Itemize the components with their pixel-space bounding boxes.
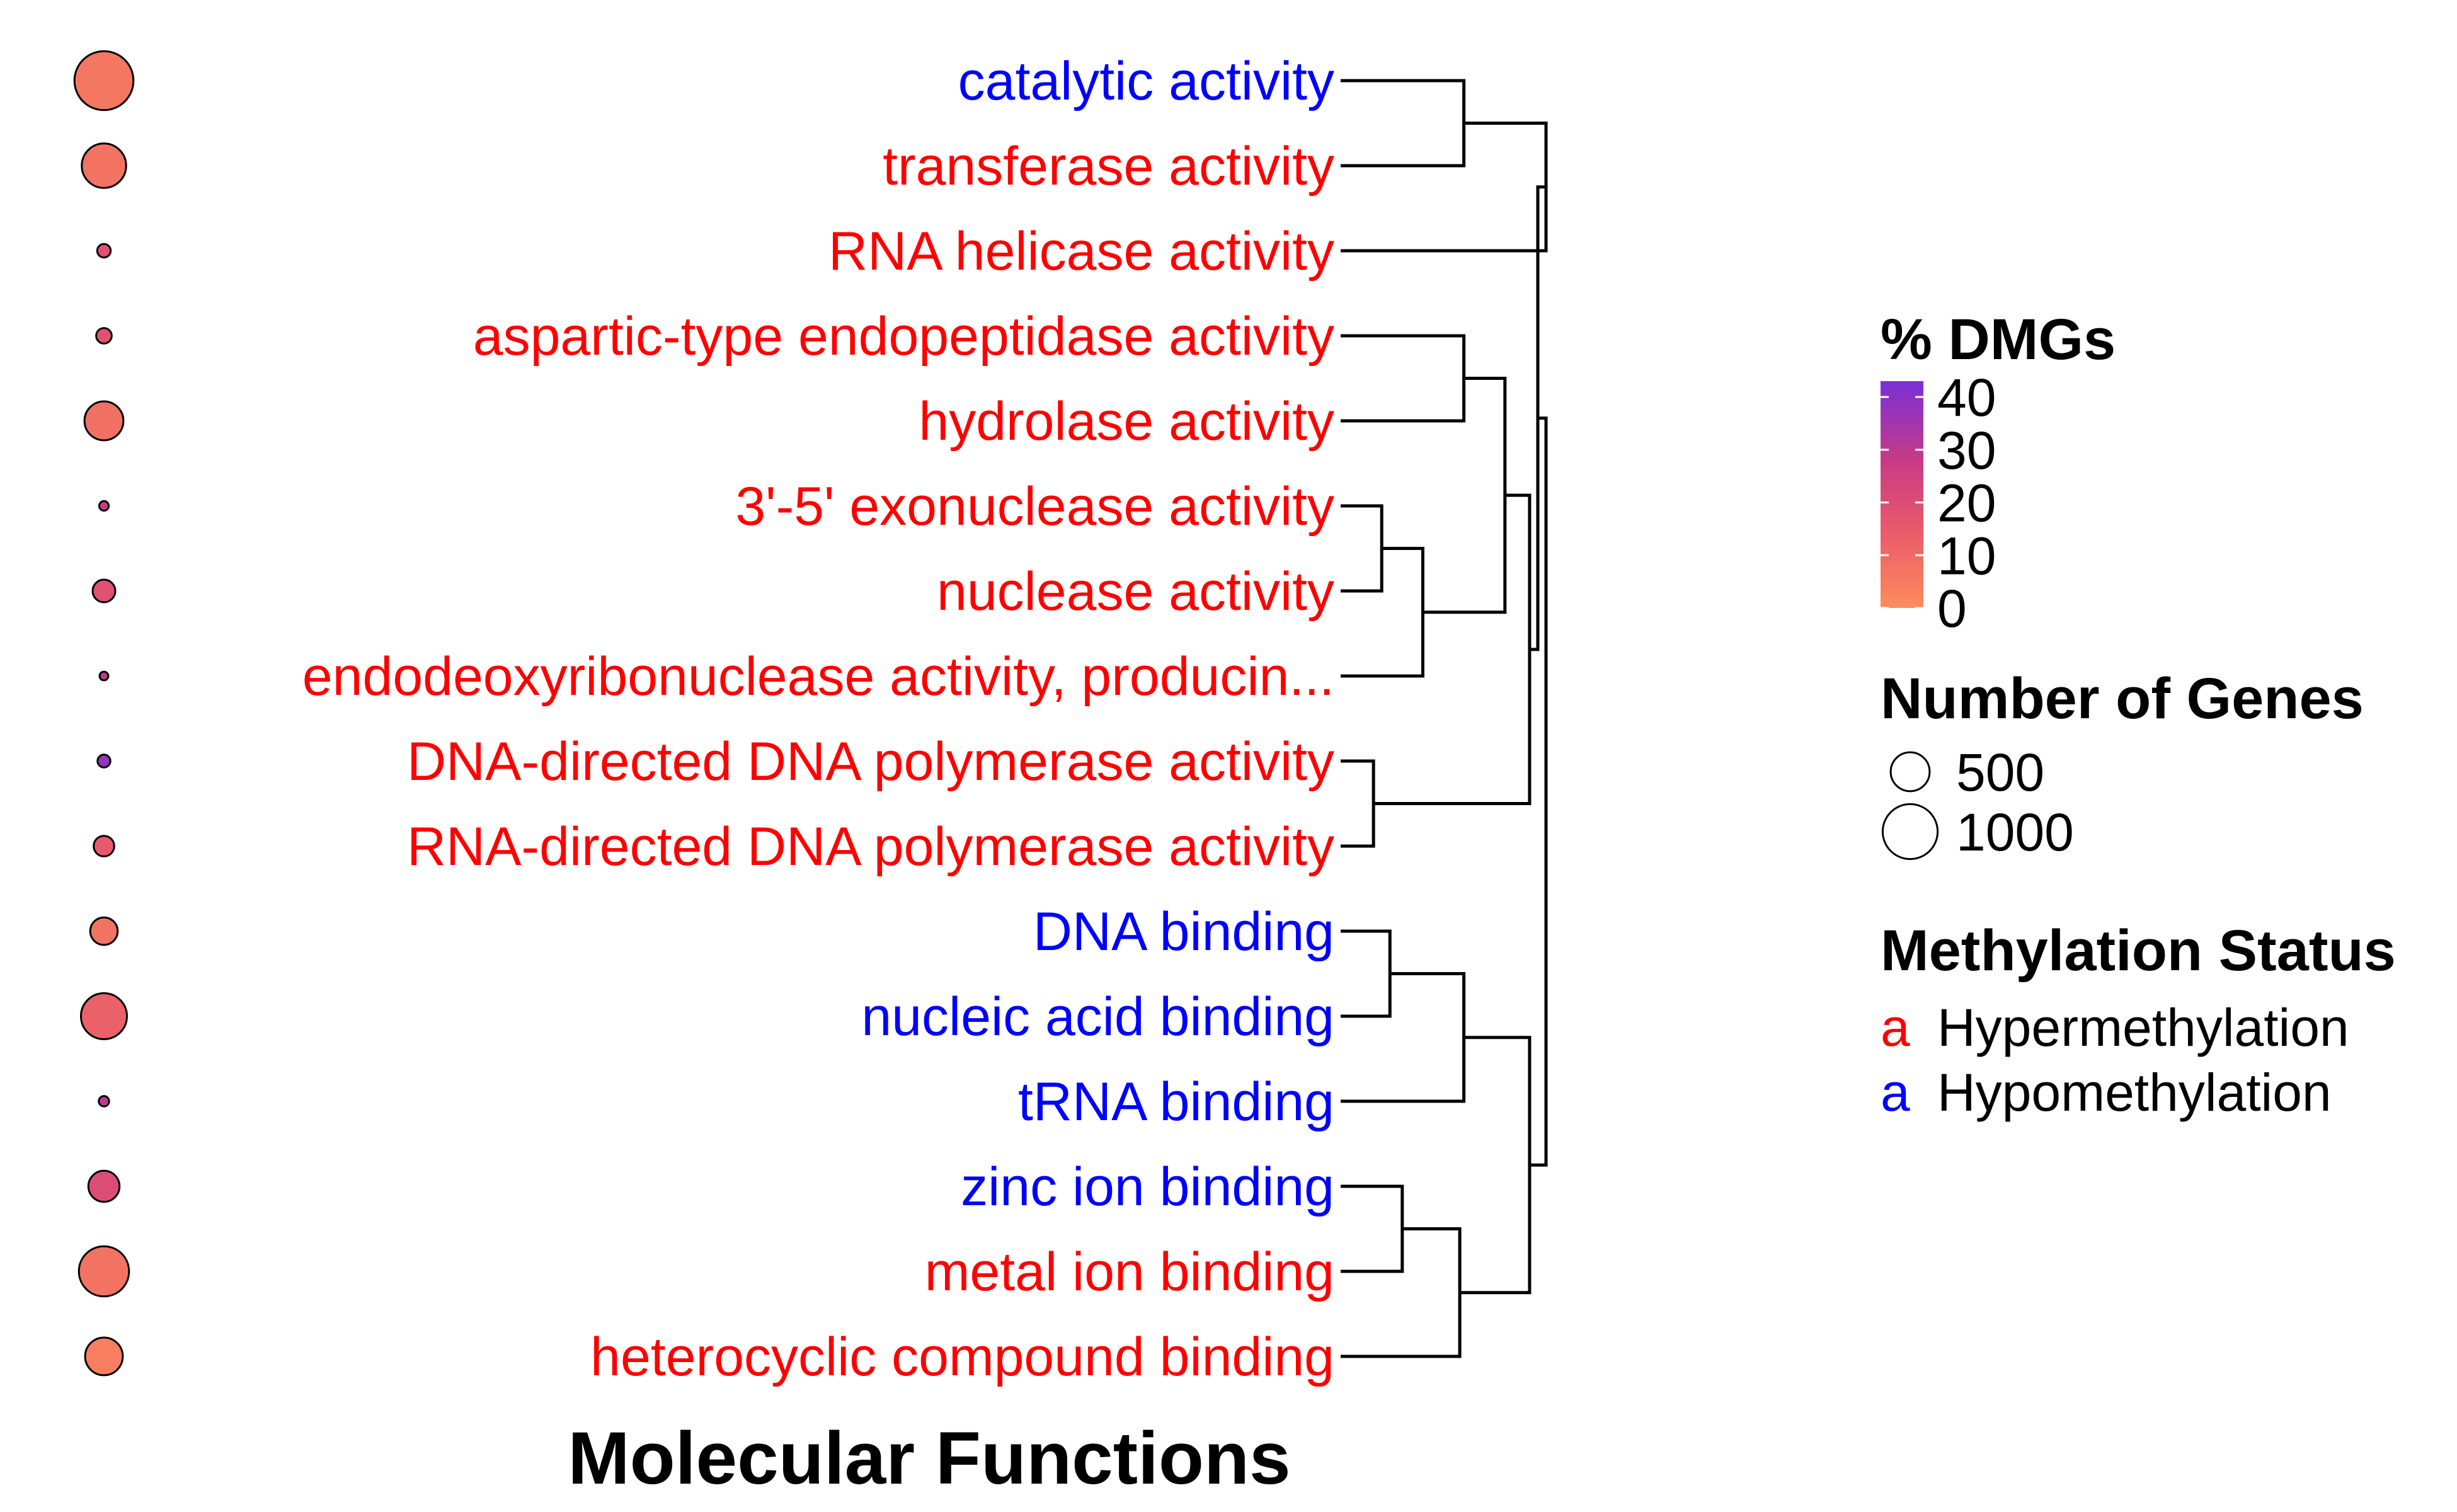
term-label: 3'-5' exonuclease activity (735, 476, 1334, 537)
size-key-circle (1889, 751, 1931, 793)
status-legend-keys: a Hypermethylation a Hypomethylation (1881, 998, 2349, 1122)
gene-count-dot (95, 327, 113, 345)
size-key-label: 1000 (1956, 803, 2074, 862)
dendrogram (1341, 79, 1548, 1358)
status-key-label: Hypomethylation (1937, 1063, 2332, 1122)
term-label: tRNA binding (1018, 1072, 1334, 1132)
color-tick-label: 30 (1937, 421, 1996, 480)
color-tick-label: 10 (1937, 526, 1996, 585)
chart-title: Molecular Functions (568, 1417, 1290, 1500)
term-label: zinc ion binding (961, 1157, 1334, 1217)
gene-count-dot (81, 142, 127, 189)
status-key-glyph: a (1881, 998, 1910, 1057)
term-label: DNA binding (1033, 902, 1334, 962)
term-label: transferase activity (883, 136, 1334, 197)
dendrogram-link (1341, 929, 1392, 1018)
gene-count-dot (80, 992, 128, 1040)
term-label: catalytic activity (958, 51, 1334, 112)
size-key-circle (1881, 803, 1939, 861)
term-label: aspartic-type endopeptidase activity (473, 306, 1334, 367)
dendrogram-link (1460, 1036, 1532, 1295)
term-label: DNA-directed DNA polymerase activity (407, 731, 1334, 792)
status-key-glyph: a (1881, 1063, 1910, 1122)
gene-count-dot (93, 835, 115, 857)
gene-count-dot (91, 578, 117, 604)
gene-count-dot (96, 243, 112, 259)
gene-count-dot (89, 916, 119, 946)
gene-count-dot (98, 1095, 110, 1108)
term-label: heterocyclic compound binding (590, 1327, 1334, 1387)
gene-count-dot (98, 670, 110, 682)
color-legend-title: % DMGs (1881, 307, 2116, 372)
status-legend-title: Methylation Status (1881, 919, 2396, 983)
dendrogram-link (1341, 122, 1548, 253)
dendrogram-link (1341, 79, 1466, 168)
term-label: metal ion binding (925, 1242, 1334, 1302)
gene-count-dot (73, 50, 135, 112)
dendrogram-link (1341, 334, 1466, 423)
size-key-label: 500 (1956, 743, 2044, 802)
gene-count-dot (77, 1245, 130, 1298)
gene-count-dots (73, 50, 135, 1377)
size-legend-title: Number of Genes (1881, 667, 2364, 731)
gene-count-dot (96, 753, 112, 769)
color-tick-label: 40 (1937, 368, 1996, 427)
color-bar (1881, 381, 1923, 608)
term-label: nucleic acid binding (861, 987, 1334, 1047)
gene-count-dot (83, 400, 125, 442)
term-label: endodeoxyribonuclease activity, producin… (302, 646, 1334, 707)
color-tick-label: 0 (1937, 579, 1967, 638)
dendrogram-link (1341, 759, 1375, 848)
dendrogram-link (1341, 972, 1466, 1103)
color-tick-label: 20 (1937, 474, 1996, 533)
dendrogram-link (1341, 504, 1383, 593)
term-label: hydrolase activity (919, 391, 1334, 452)
gene-count-dot (87, 1169, 121, 1203)
status-key-label: Hypermethylation (1937, 998, 2349, 1057)
dendrogram-link (1529, 416, 1548, 1167)
term-label: RNA-directed DNA polymerase activity (407, 816, 1334, 877)
gene-count-dot (98, 500, 110, 512)
dendrogram-link (1341, 1227, 1462, 1358)
term-label: nuclease activity (937, 561, 1334, 622)
term-label: RNA helicase activity (828, 221, 1334, 282)
term-labels: catalytic activity transferase activity RN… (302, 51, 1334, 1387)
dendrogram-link (1341, 1184, 1404, 1273)
gene-count-dot (84, 1336, 124, 1377)
